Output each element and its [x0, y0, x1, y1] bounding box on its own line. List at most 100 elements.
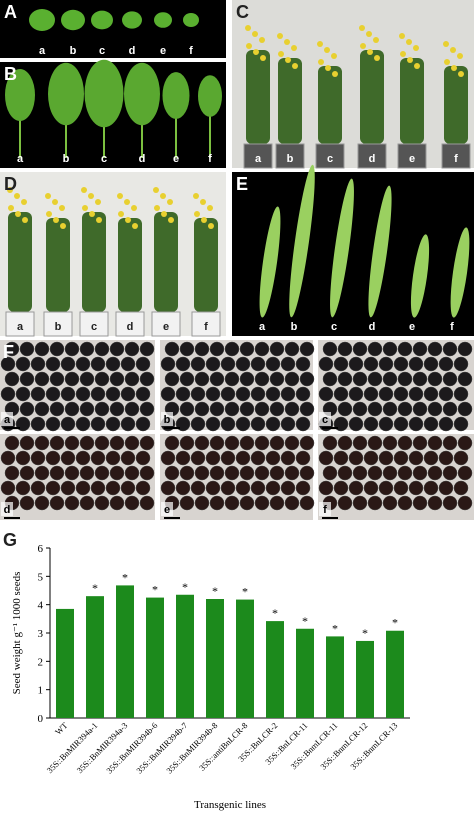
seed — [205, 450, 221, 466]
panel-item-label: a — [259, 321, 266, 333]
label-box — [1, 412, 13, 426]
label-box — [161, 412, 173, 426]
seed — [453, 480, 469, 496]
flower — [457, 53, 463, 59]
panel-item-label: f — [450, 321, 454, 333]
flower — [324, 47, 330, 53]
seed — [299, 401, 315, 417]
seed — [280, 480, 296, 496]
seed — [135, 356, 151, 372]
seed — [0, 356, 16, 372]
seed — [60, 356, 76, 372]
seed — [367, 495, 383, 511]
seed — [397, 401, 413, 417]
seed — [348, 450, 364, 466]
scale-bar — [164, 427, 180, 429]
flower — [81, 187, 87, 193]
flower — [291, 45, 297, 51]
seed — [352, 435, 368, 451]
seed — [45, 356, 61, 372]
seed — [224, 435, 240, 451]
seed — [34, 495, 50, 511]
seed — [30, 450, 46, 466]
seed — [4, 435, 20, 451]
panel-item-label: d — [139, 153, 146, 165]
significance-mark: * — [212, 584, 218, 598]
panel-item-label: a — [4, 414, 11, 426]
panel-item-label: f — [454, 153, 458, 165]
flower — [246, 43, 252, 49]
seed — [4, 371, 20, 387]
seed — [250, 480, 266, 496]
panel-item-label: d — [369, 153, 376, 165]
seed — [15, 386, 31, 402]
photo-panel-b: a b c d e f B — [0, 59, 226, 168]
scale-bar — [4, 517, 20, 519]
seed — [205, 386, 221, 402]
seed — [378, 450, 394, 466]
seed — [79, 371, 95, 387]
plant — [318, 66, 342, 144]
seed — [105, 450, 121, 466]
seed — [30, 386, 46, 402]
seed — [194, 341, 210, 357]
seed — [60, 386, 76, 402]
seed — [109, 341, 125, 357]
flower — [278, 51, 284, 57]
seed — [250, 386, 266, 402]
seed — [427, 495, 443, 511]
flower — [207, 205, 213, 211]
flower — [132, 223, 138, 229]
label-box — [1, 502, 13, 516]
seed — [19, 495, 35, 511]
seed — [254, 495, 270, 511]
seed — [453, 416, 469, 432]
seed — [45, 450, 61, 466]
bar — [206, 599, 224, 718]
seed — [194, 435, 210, 451]
seed — [280, 450, 296, 466]
seed — [265, 386, 281, 402]
panel-item-label: e — [173, 153, 179, 165]
flower — [373, 37, 379, 43]
seed — [250, 450, 266, 466]
seed — [397, 495, 413, 511]
seed — [269, 435, 285, 451]
pod — [330, 178, 354, 318]
seed — [179, 465, 195, 481]
flower — [8, 205, 14, 211]
significance-mark: * — [242, 585, 248, 599]
panel-letter: C — [236, 2, 249, 22]
flower — [399, 33, 405, 39]
scale-bar — [4, 427, 20, 429]
seed — [60, 416, 76, 432]
seed — [299, 495, 315, 511]
seed — [0, 386, 16, 402]
panel-letter: D — [4, 174, 17, 194]
seed — [423, 386, 439, 402]
seed — [160, 480, 176, 496]
seed — [224, 495, 240, 511]
seed — [442, 495, 458, 511]
bar — [116, 585, 134, 718]
flower — [277, 33, 283, 39]
seed — [175, 480, 191, 496]
seed — [239, 495, 255, 511]
seed — [382, 495, 398, 511]
seed — [269, 495, 285, 511]
bar — [236, 599, 254, 718]
seed — [318, 386, 334, 402]
seed — [284, 401, 300, 417]
seed — [190, 480, 206, 496]
flower — [292, 63, 298, 69]
flower — [193, 193, 199, 199]
seed — [94, 495, 110, 511]
flower — [285, 57, 291, 63]
seed — [94, 401, 110, 417]
pot — [151, 311, 181, 337]
seed — [19, 435, 35, 451]
seed — [135, 416, 151, 432]
seed — [135, 480, 151, 496]
seed — [64, 465, 80, 481]
seed — [393, 450, 409, 466]
